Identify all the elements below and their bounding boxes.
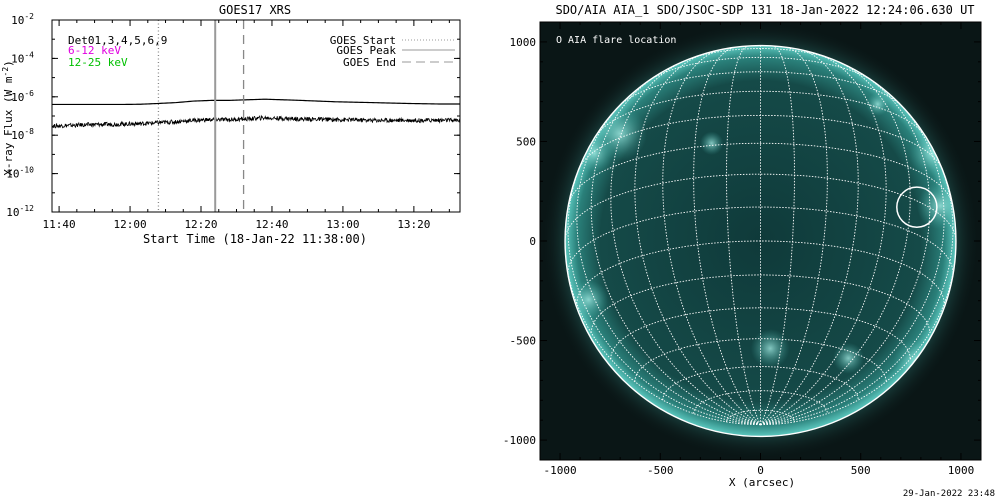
goes-y-axis-label-main: X-ray Flux (W m [2, 76, 15, 176]
active-region-patch [832, 342, 865, 374]
grid-meridian [760, 100, 945, 426]
goes-x-tick-label: 12:20 [184, 218, 217, 231]
aia-y-tick-label: -1000 [503, 434, 536, 447]
grid-meridian [567, 155, 761, 426]
goes-x-axis-label: Start Time (18-Jan-22 11:38:00) [143, 232, 367, 246]
grid-meridian [760, 53, 887, 426]
flare-location-marker [896, 186, 938, 228]
goes-x-tick-label: 13:20 [397, 218, 430, 231]
aia-x-tick-label: -500 [647, 464, 674, 477]
grid-parallel [647, 56, 874, 82]
active-region-patch [568, 280, 609, 320]
grid-parallel [595, 90, 926, 136]
aia-y-tick-label: 1000 [510, 36, 537, 49]
grid-parallel [685, 48, 836, 61]
goes-y-tick-label: 10-2 [11, 12, 34, 27]
goes-y-tick-label: 10-8 [11, 127, 34, 142]
aia-image-panel: SDO/AIA AIA_1 SDO/JSOC-SDP 131 18-Jan-20… [503, 3, 982, 489]
goes-series-group [51, 98, 461, 129]
aia-x-axis-label: X (arcsec) [729, 476, 795, 489]
goes-xrs-panel: GOES17 XRS 10-12 10-10 10-8 10-6 10-4 10-2 11… [1, 3, 461, 246]
footer-timestamp: 29-Jan-2022 23:48 [903, 489, 995, 499]
goes-x-tick-label: 13:00 [326, 218, 359, 231]
legend-12-25-kev: 12-25 keV [68, 56, 128, 69]
heliographic-grid [565, 45, 956, 426]
legend-6-12-kev: 6-12 keV [68, 44, 121, 57]
grid-meridian [726, 45, 761, 425]
grid-parallel [590, 274, 931, 333]
goes-y-axis-label-close: ) [2, 60, 15, 67]
aia-x-tick-label: 1000 [948, 464, 975, 477]
goes-legend-right: GOES Start GOES Peak GOES End [330, 34, 455, 69]
legend-goes-end: GOES End [343, 56, 396, 69]
aia-y-tick-labels: 1000 500 0 -500 -1000 [503, 36, 536, 447]
grid-parallel [693, 390, 828, 414]
aia-image-area: O AIA flare location [540, 22, 981, 460]
grid-meridian [760, 240, 956, 426]
goes-y-axis-label: X-ray Flux (W m-2) [1, 60, 15, 176]
grid-parallel [578, 114, 943, 170]
goes-x-tick-labels: 11:40 12:00 12:20 12:40 13:00 13:20 [43, 218, 431, 231]
aia-y-tick-label: 0 [529, 235, 536, 248]
aia-x-tick-label: -1000 [543, 464, 576, 477]
active-region-patch [699, 131, 724, 156]
aia-y-tick-label: -500 [510, 335, 537, 348]
grid-parallel [662, 366, 859, 401]
goes-y-tick-label: 10-12 [6, 204, 34, 219]
grid-parallel [617, 71, 904, 108]
grid-meridian [760, 60, 911, 426]
goes-x-tick-label: 11:40 [43, 218, 76, 231]
goes-flux-series-high [52, 98, 460, 106]
goes-legend-left: Det01,3,4,5,6,9 6-12 keV 12-25 keV [68, 34, 167, 69]
legend-goes-start: GOES Start [330, 34, 396, 47]
goes-flux-series-low [51, 114, 461, 129]
goes-axis-ticks [52, 19, 460, 213]
goes-y-tick-label: 10-10 [6, 166, 34, 181]
aia-y-tick-label: 500 [516, 135, 536, 148]
solar-limb-outline [564, 44, 957, 438]
grid-parallel [634, 338, 887, 382]
grid-parallel [610, 307, 911, 360]
grid-meridian [634, 53, 761, 426]
aia-title: SDO/AIA AIA_1 SDO/JSOC-SDP 131 18-Jan-20… [555, 3, 974, 17]
goes-event-lines [157, 20, 245, 212]
grid-meridian [610, 60, 761, 426]
grid-meridian [760, 45, 795, 425]
grid-meridian [565, 240, 761, 426]
aia-x-tick-labels: -1000 -500 0 500 1000 [543, 464, 974, 477]
aia-legend-flare-location: O AIA flare location [556, 35, 676, 46]
grid-parallel [576, 240, 945, 304]
active-region-patch [750, 328, 790, 369]
aia-axis-ticks [539, 21, 982, 461]
aia-x-tick-label: 500 [851, 464, 871, 477]
goes-y-axis-label-sup: -2 [1, 67, 10, 77]
goes-y-tick-label: 10-4 [11, 50, 34, 65]
legend-detectors: Det01,3,4,5,6,9 [68, 34, 167, 47]
goes-y-tick-labels: 10-12 10-10 10-8 10-6 10-4 10-2 [6, 12, 34, 219]
goes-title: GOES17 XRS [219, 3, 291, 17]
goes-x-tick-label: 12:40 [255, 218, 288, 231]
legend-goes-peak: GOES Peak [336, 44, 396, 57]
grid-parallel [568, 142, 953, 205]
aia-x-tick-label: 0 [757, 464, 764, 477]
goes-y-tick-label: 10-6 [11, 89, 34, 104]
grid-meridian [760, 155, 954, 426]
goes-x-tick-label: 12:00 [113, 218, 146, 231]
